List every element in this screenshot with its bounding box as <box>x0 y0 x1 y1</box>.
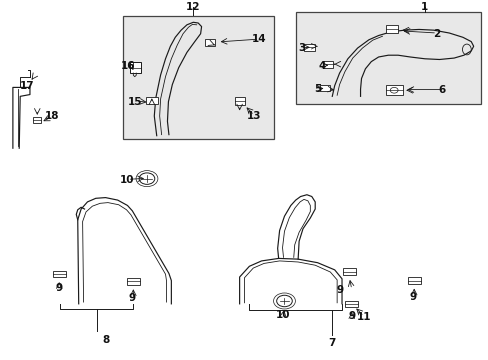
Bar <box>322 60 332 68</box>
Text: 2: 2 <box>432 29 440 39</box>
Text: 15: 15 <box>127 97 142 107</box>
Bar <box>342 269 355 275</box>
Text: 1: 1 <box>421 2 427 12</box>
Bar <box>53 271 65 278</box>
Text: 17: 17 <box>20 81 35 91</box>
Text: 18: 18 <box>44 111 59 121</box>
Bar <box>304 44 315 51</box>
Text: 10: 10 <box>276 310 290 320</box>
Bar <box>33 117 41 123</box>
Bar <box>130 62 141 73</box>
Text: 9: 9 <box>128 293 136 303</box>
Text: 11: 11 <box>356 312 370 322</box>
Bar <box>385 85 402 95</box>
Bar <box>320 85 329 91</box>
Bar <box>234 98 245 105</box>
Bar <box>122 16 273 139</box>
Bar <box>204 39 215 46</box>
Text: 9: 9 <box>56 283 62 293</box>
Text: 5: 5 <box>313 84 321 94</box>
Bar <box>385 25 397 33</box>
Text: 10: 10 <box>120 175 135 185</box>
Bar <box>127 278 140 284</box>
Text: 3: 3 <box>298 43 305 53</box>
Text: 16: 16 <box>121 61 136 71</box>
Text: 8: 8 <box>102 335 109 345</box>
Text: 9: 9 <box>408 292 415 302</box>
Text: 12: 12 <box>185 2 200 12</box>
Text: 9: 9 <box>347 311 355 321</box>
Text: 7: 7 <box>328 338 335 348</box>
Bar <box>295 12 480 104</box>
Text: 13: 13 <box>246 111 261 121</box>
Text: 9: 9 <box>335 284 343 294</box>
Text: 6: 6 <box>437 85 445 95</box>
Text: 14: 14 <box>251 34 266 44</box>
Bar <box>345 301 357 307</box>
Bar <box>146 97 158 104</box>
Bar <box>407 277 420 284</box>
Text: 4: 4 <box>318 61 325 71</box>
